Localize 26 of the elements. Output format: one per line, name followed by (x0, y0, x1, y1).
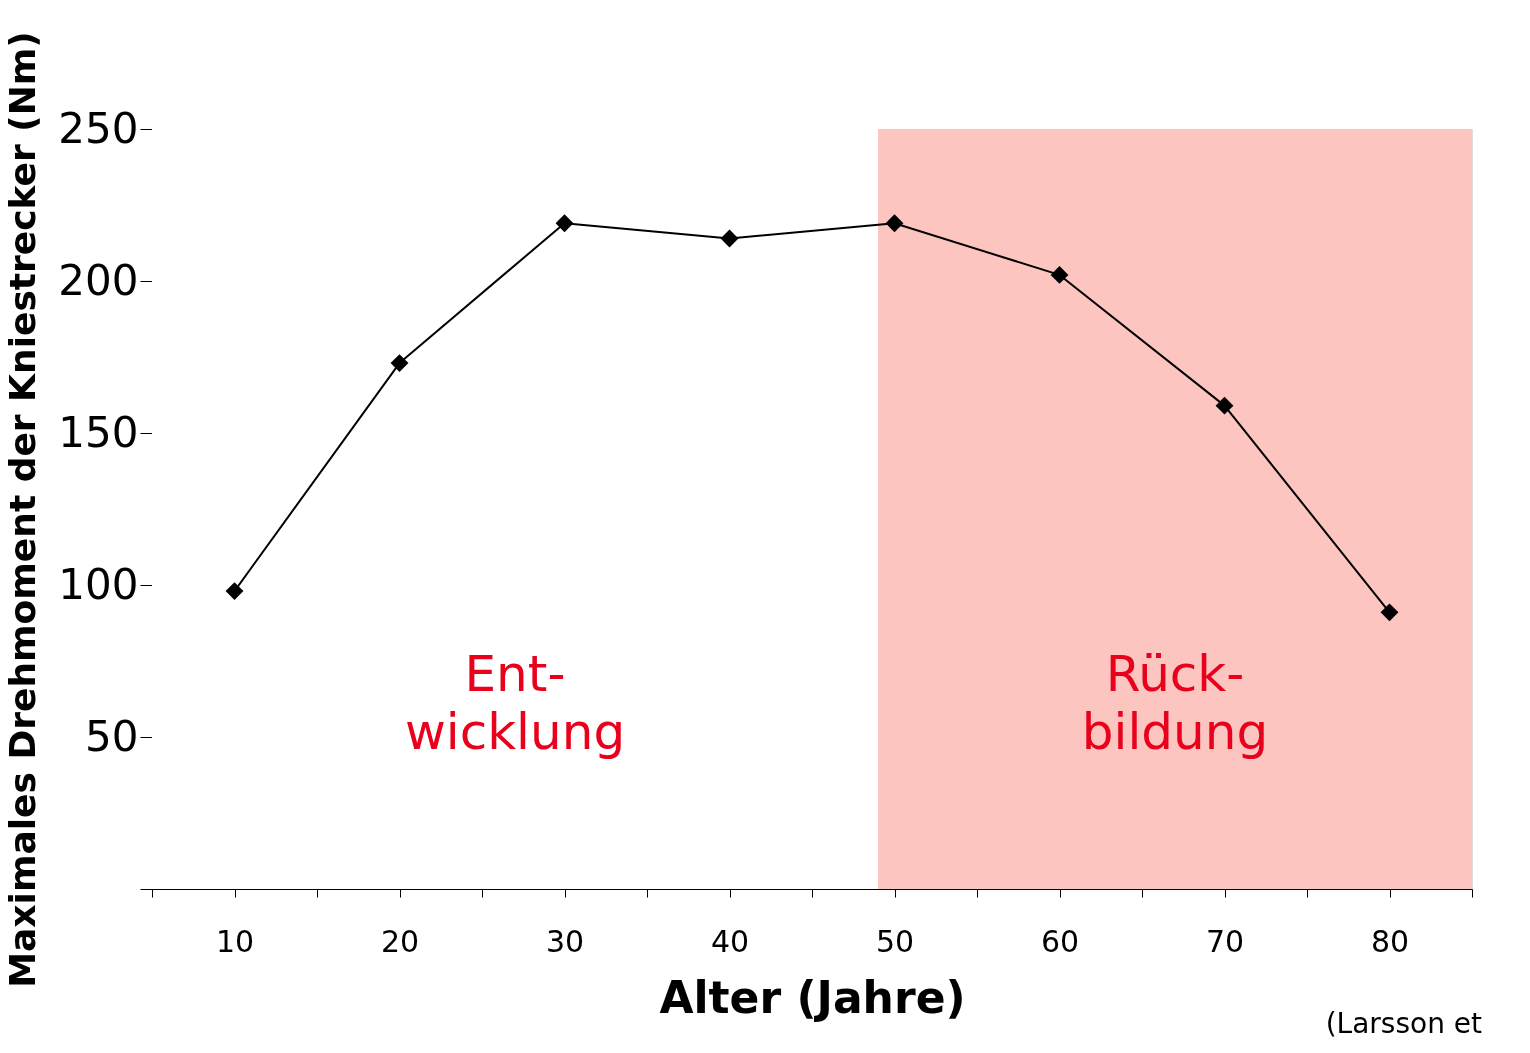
y-tick-label: 200 (58, 255, 139, 305)
text: (Larsson et (1325, 1007, 1483, 1040)
x-tick-label: 50 (875, 923, 915, 959)
point (720, 229, 739, 248)
y-tick-label: 100 (58, 559, 139, 609)
x-axis-title: Alter (Jahre) (659, 971, 966, 1023)
point (1215, 396, 1234, 415)
y-tick-label: 150 (58, 407, 139, 457)
x-tick-label: 70 (1205, 923, 1245, 959)
x-tick-label: 20 (380, 923, 420, 959)
x-tick-label: 30 (545, 923, 585, 959)
x-tick-label: 80 (1370, 923, 1410, 959)
x-tick-label: 10 (215, 923, 255, 959)
point (390, 354, 409, 373)
band-label: Ent- wicklung (404, 645, 626, 762)
band-label: Rück- bildung (1081, 645, 1269, 762)
point (225, 582, 244, 601)
point (885, 214, 904, 233)
y-axis-title: Maximales Drehmoment der Kniestrecker (Nm) (2, 31, 44, 988)
point (1380, 603, 1399, 622)
y-tick-label: 50 (85, 711, 139, 761)
point (555, 214, 574, 233)
x-tick-label: 40 (710, 923, 750, 959)
point (1050, 265, 1069, 284)
x-tick-label: 60 (1040, 923, 1080, 959)
y-tick-label: 250 (58, 103, 139, 153)
